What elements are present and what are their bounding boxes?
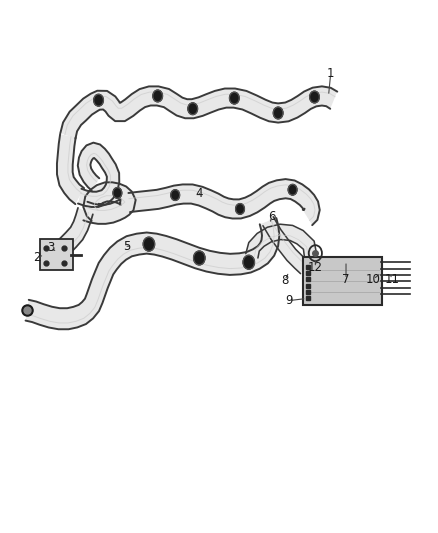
Circle shape [171,190,180,200]
Circle shape [113,188,122,198]
Text: 11: 11 [385,273,399,286]
Circle shape [273,107,283,119]
Text: 2: 2 [33,252,41,264]
Text: 4: 4 [195,187,203,200]
Polygon shape [57,134,84,204]
Polygon shape [263,217,308,273]
Circle shape [288,184,297,195]
Text: 7: 7 [342,273,350,286]
Circle shape [236,204,244,214]
Text: 9: 9 [285,294,293,307]
Text: 1: 1 [327,67,335,80]
Circle shape [230,92,239,104]
Text: 10: 10 [366,273,381,286]
Text: 12: 12 [308,261,323,274]
Circle shape [194,251,205,265]
Circle shape [243,255,254,269]
FancyBboxPatch shape [40,239,73,270]
Circle shape [153,90,162,102]
Polygon shape [25,218,279,329]
Circle shape [188,103,198,115]
Polygon shape [52,208,93,261]
Text: 3: 3 [47,241,54,254]
Polygon shape [246,224,317,260]
Polygon shape [78,143,119,207]
Circle shape [310,91,319,103]
Polygon shape [83,182,136,224]
Text: 6: 6 [268,211,276,223]
Text: 8: 8 [281,274,288,287]
Polygon shape [128,179,320,225]
Circle shape [143,237,155,251]
Text: 5: 5 [124,240,131,253]
Circle shape [94,94,103,106]
Polygon shape [60,86,337,139]
FancyBboxPatch shape [303,257,382,305]
